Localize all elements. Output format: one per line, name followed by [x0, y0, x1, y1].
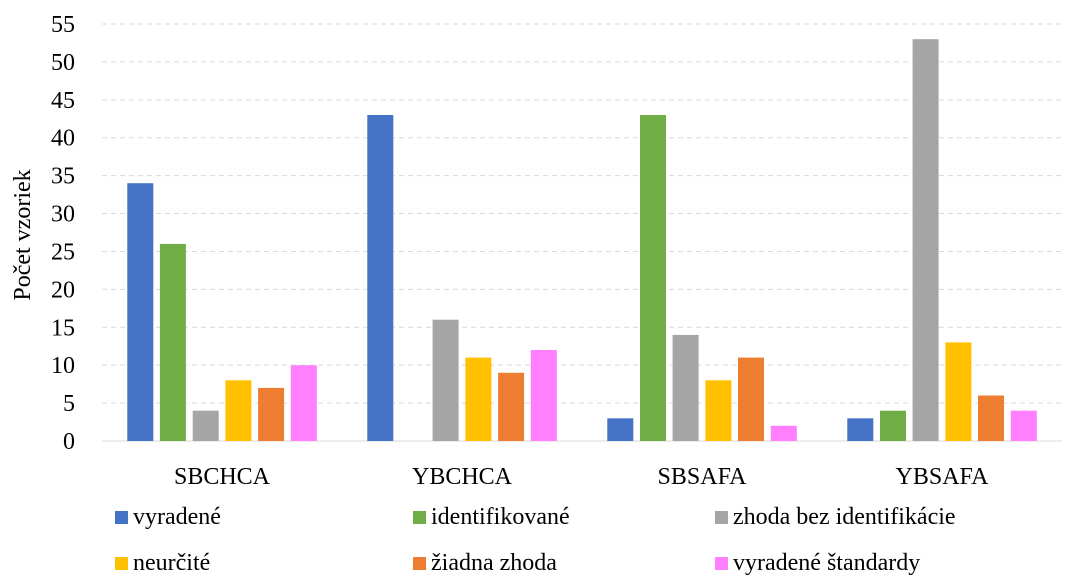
bar — [290, 365, 317, 441]
legend: vyradené identifikované zhoda bez identifi… — [0, 500, 1067, 576]
legend-item: zhoda bez identifikácie — [715, 504, 956, 531]
bar — [672, 334, 699, 441]
y-tick-label: 55 — [51, 12, 75, 38]
legend-label: žiadna zhoda — [431, 550, 557, 576]
bar — [705, 380, 732, 441]
x-category-label: YBCHCA — [412, 464, 513, 490]
bar — [738, 357, 764, 441]
x-axis-categories: SBCHCA YBCHCA SBSAFA YBSAFA — [174, 464, 989, 490]
legend-swatch — [115, 557, 128, 570]
bar-chart: 0 5 10 15 20 25 30 35 40 45 50 55 SBCHCA YBCHCA SBSAF… — [10, 12, 1062, 490]
legend-swatch — [413, 511, 426, 524]
legend-item: neurčité — [115, 550, 210, 577]
legend-label: identifikované — [431, 504, 570, 530]
y-tick-label: 30 — [51, 202, 75, 228]
x-category-label: YBSAFA — [896, 464, 990, 490]
bars — [127, 39, 1037, 441]
bar — [530, 350, 557, 441]
bar — [192, 410, 219, 441]
bar — [640, 115, 666, 441]
legend-swatch — [413, 557, 426, 570]
bar — [945, 342, 972, 441]
bar — [159, 243, 186, 441]
x-category-label: SBCHCA — [174, 464, 271, 490]
y-axis-ticks: 0 5 10 15 20 25 30 35 40 45 50 55 — [51, 12, 75, 455]
y-tick-label: 20 — [51, 277, 75, 303]
bar — [847, 418, 874, 441]
y-tick-label: 50 — [51, 50, 75, 76]
legend-item: žiadna zhoda — [413, 550, 557, 577]
legend-label: vyradené štandardy — [733, 550, 921, 576]
bar — [465, 357, 492, 441]
bar — [978, 395, 1004, 441]
bar — [498, 372, 525, 441]
y-tick-label: 10 — [51, 353, 75, 379]
y-tick-label: 35 — [51, 164, 75, 190]
y-tick-label: 0 — [63, 429, 75, 455]
bar — [770, 425, 797, 441]
legend-item: vyradené štandardy — [715, 550, 920, 577]
y-axis-label: Počet vzoriek — [10, 169, 36, 300]
bar — [127, 183, 154, 441]
bar — [607, 418, 634, 441]
legend-label: neurčité — [133, 550, 211, 576]
y-tick-label: 40 — [51, 126, 75, 152]
legend-label: vyradené — [133, 504, 221, 530]
bar — [367, 115, 394, 441]
bar — [912, 39, 939, 441]
legend-item: vyradené — [115, 504, 221, 531]
legend-swatch — [115, 511, 128, 524]
bar — [432, 319, 459, 441]
y-tick-label: 15 — [51, 315, 75, 341]
bar — [880, 410, 906, 441]
y-tick-label: 45 — [51, 88, 75, 114]
legend-item: identifikované — [413, 504, 570, 531]
legend-swatch — [715, 557, 728, 570]
bar — [225, 380, 252, 441]
legend-label: zhoda bez identifikácie — [733, 504, 956, 530]
x-category-label: SBSAFA — [658, 464, 748, 490]
legend-swatch — [715, 511, 728, 524]
bar — [1010, 410, 1037, 441]
bar — [258, 387, 285, 441]
y-tick-label: 5 — [63, 391, 75, 417]
y-tick-label: 25 — [51, 239, 75, 265]
